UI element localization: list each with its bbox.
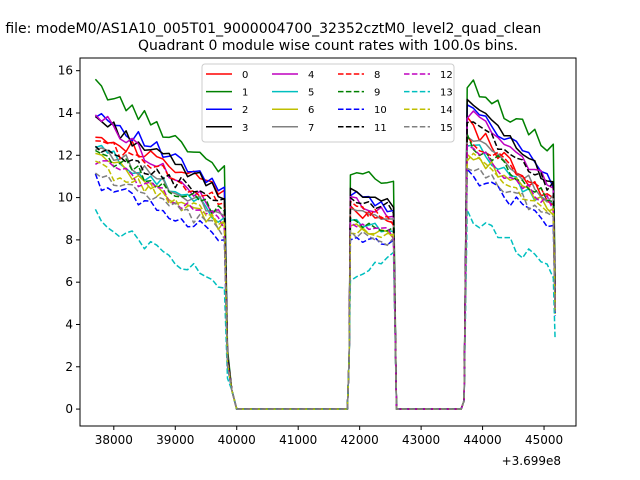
series-line-13 [94, 208, 556, 410]
y-tick-label: 8 [65, 233, 73, 247]
legend-box [201, 63, 455, 143]
x-tick-label: 43000 [402, 433, 440, 447]
plot-area [94, 78, 556, 410]
series-line-8 [95, 135, 556, 410]
axes: 38000 39000 40000 41000 42000 43000 44000 45000… [58, 57, 577, 447]
legend-label-7: 7 [308, 123, 314, 134]
y-tick-label: 14 [58, 106, 73, 120]
figure-suptitle: n file: modeM0/AS1A10_005T01_9000004700_… [0, 21, 541, 37]
axes-frame [79, 57, 577, 427]
y-tick-label: 6 [65, 275, 73, 289]
legend-label-4: 4 [308, 70, 314, 81]
y-tick-label: 10 [58, 191, 73, 205]
legend-label-9: 9 [374, 88, 380, 99]
y-tick-label: 2 [65, 360, 73, 374]
legend-label-0: 0 [242, 70, 248, 81]
legend-label-15: 15 [440, 123, 453, 134]
legend-label-13: 13 [440, 88, 453, 99]
legend-label-14: 14 [440, 105, 453, 116]
legend-label-8: 8 [374, 70, 380, 81]
y-tick-label: 4 [65, 317, 73, 331]
legend-label-2: 2 [242, 105, 248, 116]
legend-label-1: 1 [242, 88, 248, 99]
x-tick-label: 42000 [341, 433, 379, 447]
series-line-9 [95, 133, 556, 410]
x-tick-label: 40000 [218, 433, 256, 447]
legend-label-5: 5 [308, 88, 314, 99]
x-axis-offset-label: +3.699e8 [502, 454, 561, 468]
chart-title: Quadrant 0 module wise count rates with … [138, 38, 518, 54]
legend-label-6: 6 [308, 105, 314, 116]
y-tick-label: 16 [58, 64, 73, 78]
x-tick-label: 45000 [525, 433, 563, 447]
x-tick-label: 44000 [463, 433, 501, 447]
legend-label-3: 3 [242, 123, 248, 134]
x-tick-label: 38000 [95, 433, 133, 447]
x-tick-label: 39000 [156, 433, 194, 447]
legend-label-11: 11 [374, 123, 387, 134]
series-line-15 [94, 167, 556, 410]
legend-label-10: 10 [374, 105, 387, 116]
legend-label-12: 12 [440, 70, 453, 81]
y-tick-label: 12 [58, 148, 73, 162]
x-tick-label: 41000 [279, 433, 317, 447]
y-tick-label: 0 [65, 402, 73, 416]
